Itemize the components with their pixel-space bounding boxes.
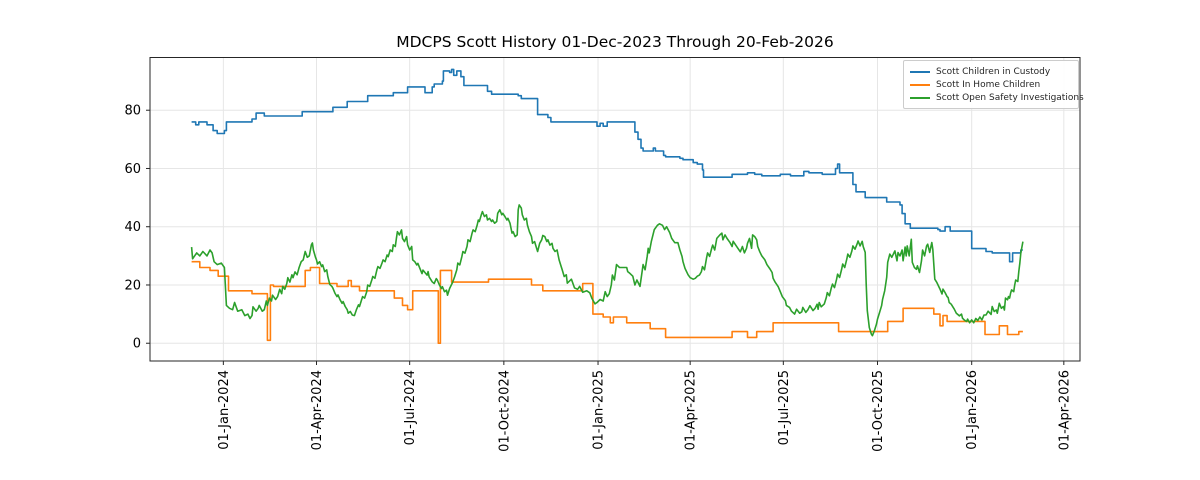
series-line-scott-children-in-custody	[191, 68, 1023, 263]
legend-line-swatch	[910, 96, 930, 99]
x-tick-label: 01-Jan-2025	[592, 370, 607, 450]
x-tick-label: 01-Oct-2024	[497, 370, 512, 452]
y-tick-label: 0	[133, 337, 141, 352]
x-tick-label: 01-Apr-2026	[1057, 370, 1072, 450]
x-tick-label: 01-Jan-2026	[965, 370, 980, 450]
legend-item: Scott Open Safety Investigations	[910, 91, 1084, 104]
y-tick-label: 20	[124, 278, 141, 293]
legend-line-swatch	[910, 83, 930, 86]
series-line-scott-in-home-children	[191, 260, 1023, 344]
legend-line-swatch	[910, 70, 930, 73]
x-tick-label: 01-Jul-2024	[403, 370, 418, 445]
legend: Scott Children in Custody Scott In Home C…	[903, 60, 1084, 109]
x-tick-label: 01-Jul-2025	[777, 370, 792, 445]
axes-spines	[149, 57, 1081, 362]
legend-item: Scott In Home Children	[910, 78, 1072, 91]
legend-label: Scott Children in Custody	[936, 66, 1051, 77]
legend-label: Scott Open Safety Investigations	[936, 92, 1084, 103]
chart-title: MDCPS Scott History 01-Dec-2023 Through …	[396, 33, 834, 51]
x-tick-label: 01-Apr-2024	[310, 370, 325, 450]
series-line-scott-open-safety-investigations	[190, 204, 1024, 337]
x-tick-label: 01-Apr-2025	[684, 370, 699, 450]
x-tick-label: 01-Oct-2025	[871, 370, 886, 452]
y-tick-label: 80	[124, 104, 141, 119]
y-tick-label: 60	[124, 162, 141, 177]
legend-label: Scott In Home Children	[936, 79, 1041, 90]
legend-item: Scott Children in Custody	[910, 65, 1072, 78]
y-tick-label: 40	[124, 220, 141, 235]
x-tick-label: 01-Jan-2024	[217, 370, 232, 450]
